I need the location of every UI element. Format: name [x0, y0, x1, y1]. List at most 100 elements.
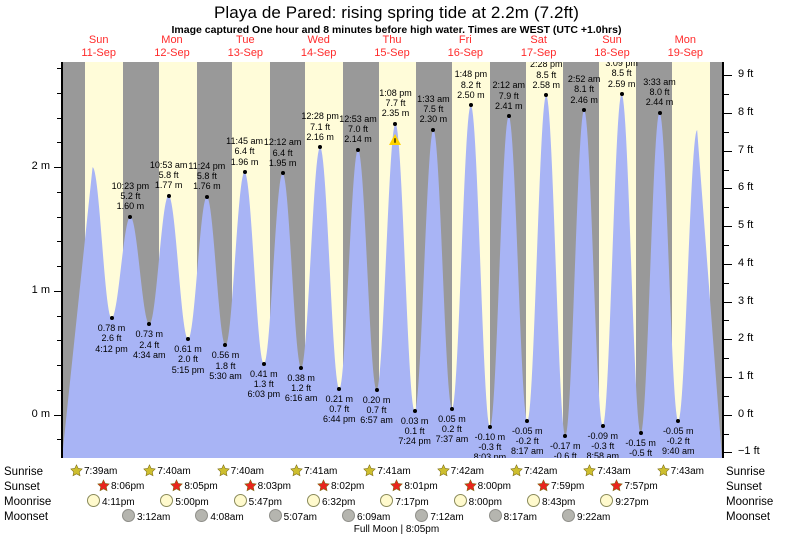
tide-label-line-1: 8.1 ft — [574, 84, 595, 95]
tide-label-line-2: 1.76 m — [193, 181, 221, 192]
left-axis-tick — [57, 142, 62, 144]
day-weekday: Wed — [307, 34, 330, 46]
sunset-entry: 8:03pm — [243, 479, 291, 493]
right-axis-tick — [724, 433, 729, 435]
star-icon — [463, 479, 477, 492]
tide-low-label: -0.17 m-0.6 ft8:43 pm — [538, 441, 592, 458]
tide-high-label: 1:48 pm 8.2 ft 2.50 m — [444, 69, 498, 100]
moonrise-time: 5:00pm — [175, 497, 209, 508]
star-icon — [243, 479, 257, 492]
day-weekday: Mon — [674, 34, 697, 46]
left-axis-tick — [57, 365, 62, 367]
right-axis-tick-label: 9 ft — [738, 68, 754, 81]
star-icon — [436, 464, 450, 477]
tide-low-point — [563, 433, 568, 438]
sunset-entry: 8:02pm — [317, 479, 364, 493]
sunset-row-label-left: Sunset — [4, 481, 40, 493]
moonset-entry: 3:12am — [122, 509, 170, 524]
page-title: Playa de Pared: rising spring tide at 2.… — [213, 3, 579, 22]
tide-high-label: 11:45 am 6.4 ft 1.96 m — [218, 136, 272, 167]
tide-label-line-2: 2.16 m — [306, 131, 334, 142]
left-axis-tick — [57, 439, 62, 441]
star-icon — [317, 479, 330, 492]
day-header-13-sep: Tue 13-Sep — [209, 34, 282, 60]
right-axis-tick-label: 2 ft — [738, 332, 754, 345]
full-moon-note: Full Moon | 8:05pm — [353, 524, 440, 535]
tide-high-label: 2:52 am 8.1 ft 2.46 m — [557, 74, 611, 105]
star-icon — [363, 464, 377, 477]
right-axis-tick — [724, 150, 732, 152]
right-axis-tick — [724, 263, 732, 265]
tide-label-line-1: 7.5 ft — [423, 104, 444, 115]
left-axis-tick — [57, 315, 62, 317]
sunrise-time: 7:41am — [304, 466, 338, 477]
right-axis-tick-label: 6 ft — [738, 181, 754, 194]
tide-label-line-1: 1.8 ft — [215, 360, 236, 371]
tide-label-line-0: -0.09 m — [587, 430, 618, 441]
moon-icon — [122, 509, 135, 522]
tide-label-line-2: 2.35 m — [381, 108, 410, 119]
sunset-time: 8:02pm — [331, 481, 365, 492]
moon-icon — [415, 509, 429, 522]
day-date: 11-Sep — [81, 47, 116, 59]
tide-high-label: 10:53 am 5.8 ft 1.77 m — [142, 160, 196, 191]
tide-high-point — [356, 147, 361, 152]
tide-label-line-1: 5.8 ft — [158, 169, 179, 180]
moon-icon — [562, 509, 575, 522]
moonrise-entry: 9:27pm — [600, 494, 649, 509]
moon-icon — [268, 509, 282, 522]
tide-label-line-2: 4:12 pm — [95, 343, 128, 354]
moonrise-time: 6:32pm — [322, 497, 356, 508]
right-axis-tick-label: 8 ft — [738, 105, 754, 118]
tide-low-label: 0.21 m 0.7 ft 6:44 pm — [312, 394, 366, 425]
tide-label-line-0: 12:28 pm — [301, 111, 339, 122]
sunset-entry: 8:06pm — [97, 479, 144, 493]
tide-low-label: 0.05 m 0.2 ft 7:37 am — [425, 414, 479, 445]
tide-high-label: 11:24 pm 5.8 ft 1.76 m — [180, 161, 234, 192]
tide-label-line-0: 0.78 m — [97, 323, 126, 334]
tide-low-point — [337, 386, 342, 391]
tide-label-line-0: -0.15 m — [625, 438, 656, 449]
sunrise-time: 7:40am — [230, 466, 265, 477]
tide-high-label: 1:33 am 7.5 ft 2.30 m — [406, 94, 460, 125]
day-weekday: Mon — [161, 34, 183, 46]
tide-curve — [62, 94, 722, 458]
tide-label-line-1: 2.0 ft — [178, 354, 199, 365]
moonrise-time: 7:17pm — [395, 497, 429, 508]
day-header-16-sep: Fri 16-Sep — [429, 34, 502, 60]
day-date: 19-Sep — [667, 47, 704, 59]
moonset-entry: 5:07am — [268, 509, 317, 524]
sunset-time: 8:00pm — [477, 481, 512, 492]
sunrise-row-label-left: Sunrise — [4, 466, 43, 478]
tide-high-point — [393, 121, 398, 126]
tide-low-point — [109, 316, 114, 321]
tide-high-label: 10:23 pm 5.2 ft 1.60 m — [103, 181, 157, 212]
right-axis-tick-label: 7 ft — [738, 143, 754, 156]
sunset-time: 8:05pm — [184, 481, 218, 492]
moon-icon — [600, 494, 614, 507]
moonset-entry: 4:08am — [195, 509, 244, 524]
tide-label-line-0: 1:33 am — [417, 94, 450, 105]
right-axis-tick — [724, 75, 732, 77]
left-axis-tick-label: 1 m — [31, 283, 50, 296]
tide-label-line-0: 0.03 m — [400, 415, 429, 426]
tide-label-line-2: 6:16 am — [284, 393, 318, 404]
moonrise-entry: 6:32pm — [307, 494, 355, 509]
tide-low-label: -0.05 m -0.2 ft 8:17 am — [500, 426, 554, 457]
tide-label-line-1: -0.2 ft — [515, 436, 539, 447]
tide-high-label: 12:53 am 7.0 ft 2.14 m — [331, 114, 385, 145]
day-header-17-sep: Sat 17-Sep — [502, 34, 575, 60]
left-axis-tick — [57, 241, 62, 243]
tide-label-line-1: -0.3 ft — [591, 441, 615, 452]
tide-label-line-1: 2.4 ft — [139, 339, 160, 350]
sunset-time: 8:06pm — [111, 481, 145, 492]
tide-label-line-2: 4:34 am — [133, 349, 166, 360]
left-axis-tick — [57, 117, 62, 119]
moonrise-row-label-left: Moonrise — [4, 496, 52, 508]
tide-high-label: 12:28 pm 7.1 ft 2.16 m — [293, 111, 347, 142]
right-axis-tick-label: 4 ft — [738, 256, 754, 269]
tide-label-line-2: 8:03 pm — [473, 452, 507, 458]
tide-label-line-1: 0.2 ft — [441, 423, 462, 434]
moon-icon — [195, 509, 209, 522]
tide-low-label: 0.56 m 1.8 ft 5:30 am — [198, 350, 252, 381]
